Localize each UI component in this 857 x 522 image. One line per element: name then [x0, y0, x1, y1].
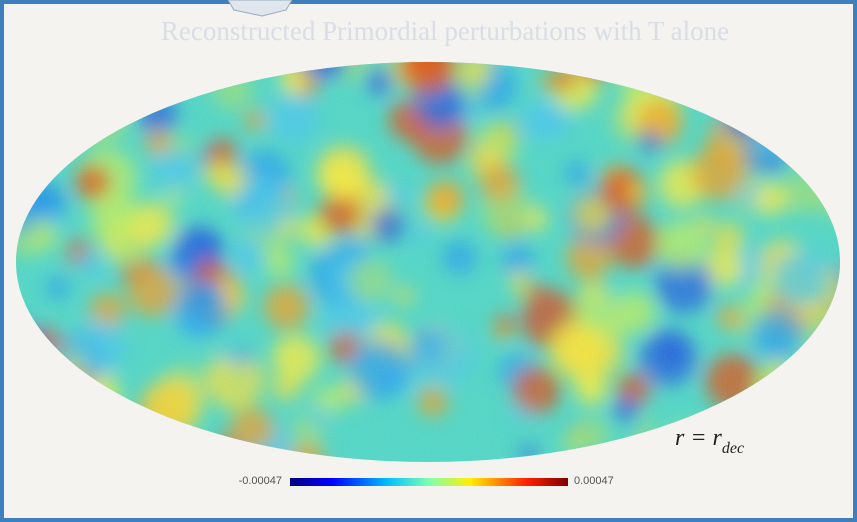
annotation-subscript: dec — [722, 440, 744, 457]
colorbar — [290, 478, 568, 486]
annotation-text: r = r — [675, 425, 723, 451]
colorbar-max-label: 0.00047 — [574, 475, 614, 487]
page: Reconstructed Primordial perturbations w… — [0, 0, 857, 522]
colorbar-min-label: -0.00047 — [239, 475, 282, 487]
slide-title: Reconstructed Primordial perturbations w… — [161, 16, 729, 46]
slide: Reconstructed Primordial perturbations w… — [0, 0, 857, 522]
